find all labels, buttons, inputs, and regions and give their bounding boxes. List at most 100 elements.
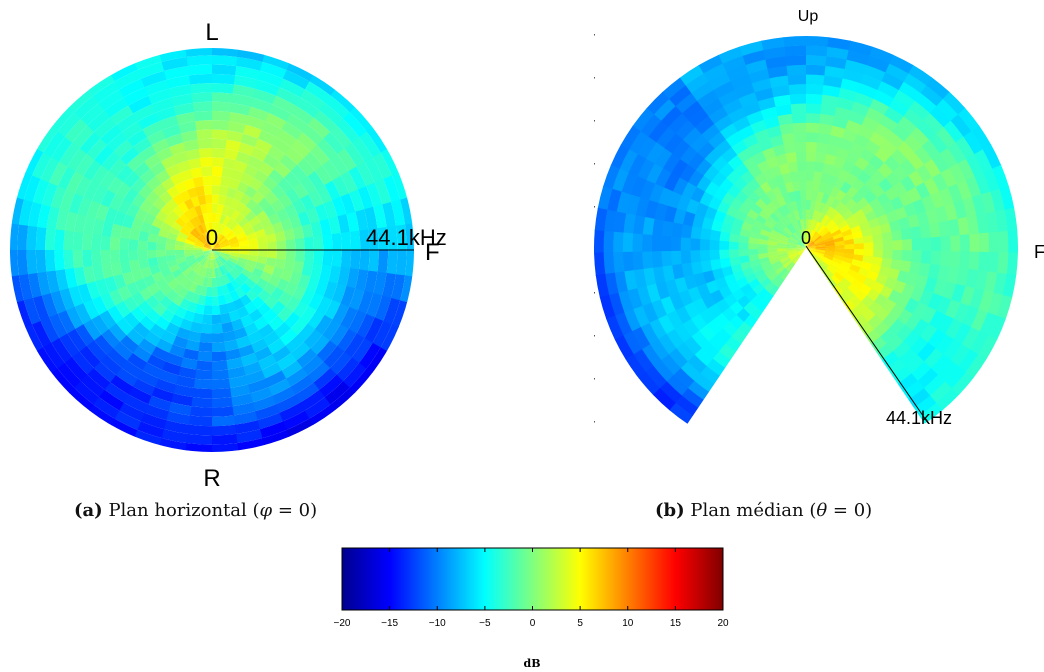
heatmap-cell	[212, 241, 217, 250]
heatmap-cell	[791, 221, 799, 232]
heatmap-cell	[806, 248, 816, 251]
heatmap-cell	[879, 222, 892, 234]
heatmap-cell	[83, 265, 96, 285]
heatmap-cell	[725, 131, 743, 148]
heatmap-cell	[707, 131, 726, 150]
heatmap-cell	[838, 292, 850, 305]
heatmap-cell	[380, 323, 401, 352]
heatmap-cell	[155, 378, 177, 394]
heatmap-cell	[80, 102, 105, 126]
heatmap-cell	[258, 161, 275, 177]
heatmap-cell	[202, 213, 209, 224]
heatmap-cell	[380, 147, 401, 176]
heatmap-cell	[95, 278, 110, 297]
axis-tick	[594, 378, 595, 380]
heatmap-cell	[611, 168, 629, 193]
heatmap-cell	[668, 85, 692, 107]
heatmap-cell	[75, 324, 95, 347]
heatmap-cell	[211, 175, 222, 186]
heatmap-cell	[888, 219, 901, 232]
heatmap-cell	[642, 302, 659, 324]
heatmap-cell	[767, 244, 778, 249]
direction-label-front-b: F	[1034, 242, 1044, 262]
heatmap-cell	[799, 240, 806, 248]
heatmap-cell	[331, 283, 347, 304]
heatmap-cell	[243, 361, 263, 376]
heatmap-cell	[847, 219, 860, 230]
heatmap-cell	[316, 295, 333, 315]
heatmap-cell	[759, 228, 771, 237]
heatmap-cell	[711, 219, 724, 232]
heatmap-cell	[211, 138, 227, 149]
heatmap-cell	[222, 158, 236, 170]
heatmap-cell	[163, 216, 176, 227]
heatmap-cell	[340, 285, 356, 307]
heatmap-cell	[928, 132, 948, 154]
heatmap-cell	[817, 201, 826, 213]
heatmap-cell	[110, 223, 123, 239]
heatmap-cell	[966, 353, 988, 378]
heatmap-cell	[868, 197, 882, 211]
heatmap-cell	[51, 338, 73, 364]
heatmap-cell	[14, 300, 33, 329]
heatmap-cell	[383, 174, 401, 202]
heatmap-cell	[144, 404, 170, 421]
heatmap-cell	[806, 238, 811, 248]
heatmap-cell	[610, 144, 630, 170]
heatmap-cell	[939, 250, 951, 267]
heatmap-cell	[221, 249, 231, 253]
heatmap-cell	[823, 236, 834, 243]
heatmap-cell	[264, 294, 279, 310]
heatmap-cell	[969, 232, 980, 252]
heatmap-cell	[687, 108, 709, 128]
heatmap-cell	[713, 210, 727, 223]
heatmap-cell	[199, 157, 212, 168]
heatmap-cell	[254, 346, 273, 362]
heatmap-cell	[799, 248, 806, 257]
heatmap-cell	[119, 250, 130, 263]
heatmap-cell	[911, 249, 922, 263]
heatmap-cell	[248, 249, 259, 257]
heatmap-cell	[929, 309, 946, 330]
heatmap-cell	[368, 227, 379, 250]
heatmap-cell	[706, 358, 726, 377]
heatmap-cell	[74, 214, 87, 234]
heatmap-cell	[741, 133, 759, 149]
heatmap-cell	[707, 72, 731, 91]
heatmap-cell	[99, 389, 125, 411]
heatmap-cell	[624, 270, 638, 292]
heatmap-cell	[91, 314, 110, 336]
heatmap-cell	[151, 217, 164, 229]
heatmap-cell	[660, 105, 683, 128]
heatmap-cell	[212, 332, 225, 343]
heatmap-cell	[395, 249, 407, 276]
heatmap-cell	[682, 127, 702, 147]
heatmap-cell	[255, 403, 281, 421]
heatmap-cell	[947, 141, 967, 164]
heatmap-cell	[737, 92, 758, 108]
heatmap-cell	[776, 219, 787, 229]
heatmap-cell	[64, 357, 88, 382]
heatmap-cell	[175, 240, 186, 247]
heatmap-cell	[794, 231, 802, 241]
heatmap-cell	[349, 230, 361, 250]
heatmap-cell	[149, 323, 166, 339]
heatmap-cell	[775, 265, 786, 276]
heatmap-cell	[212, 245, 221, 250]
heatmap-cell	[109, 236, 121, 251]
heatmap-cell	[263, 330, 281, 347]
axis-tick	[594, 77, 595, 79]
heatmap-cell	[719, 123, 738, 140]
heatmap-cell	[260, 217, 272, 229]
heatmap-cell	[74, 266, 87, 287]
heatmap-cell	[660, 296, 676, 316]
heatmap-cell	[87, 368, 111, 391]
heatmap-cell	[614, 312, 633, 337]
heatmap-cell	[772, 144, 786, 157]
heatmap-cell	[982, 167, 1000, 192]
heatmap-cell	[924, 276, 938, 294]
heatmap-cell	[277, 177, 293, 194]
heatmap-cell	[147, 204, 161, 218]
heatmap-cell	[187, 259, 198, 268]
heatmap-cell	[64, 268, 78, 289]
